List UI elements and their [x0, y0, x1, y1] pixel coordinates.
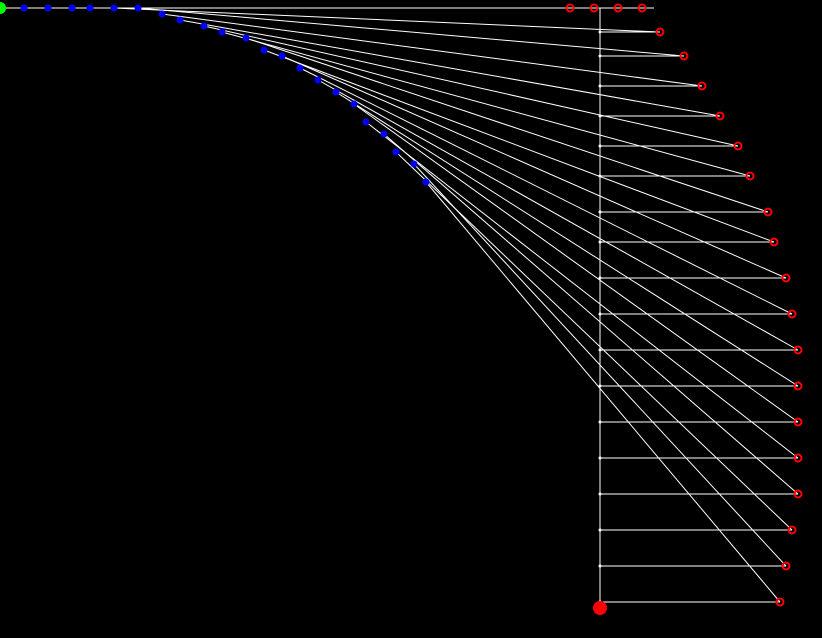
horizontal-lines — [600, 31, 798, 603]
connector-line — [263, 49, 775, 243]
blue-point — [296, 64, 304, 72]
blue-point — [278, 52, 286, 60]
red-point — [565, 3, 575, 13]
axis-tick — [598, 528, 602, 532]
connector-line — [113, 7, 661, 33]
red-point — [769, 237, 779, 247]
red-point — [733, 141, 743, 151]
axis-tick — [598, 312, 602, 316]
axis-tick — [598, 420, 602, 424]
red-point — [697, 81, 707, 91]
blue-point — [332, 88, 340, 96]
connector-line — [395, 151, 793, 531]
connector-lines — [24, 7, 799, 603]
red-point — [793, 453, 803, 463]
connector-line — [317, 79, 799, 351]
axis-tick — [598, 492, 602, 496]
red-point — [793, 489, 803, 499]
connector-line — [221, 31, 751, 177]
axis-tick — [598, 276, 602, 280]
red-points — [565, 3, 803, 607]
blue-point — [314, 76, 322, 84]
red-point — [763, 207, 773, 217]
red-point — [589, 3, 599, 13]
connector-line — [179, 19, 721, 117]
red-point — [781, 273, 791, 283]
green-point — [0, 2, 6, 14]
connector-line — [203, 25, 739, 147]
connector-line — [245, 37, 769, 213]
blue-points — [20, 4, 430, 186]
connector-line — [137, 7, 685, 57]
connector-line — [161, 13, 703, 87]
red-point — [745, 171, 755, 181]
axis-tick — [598, 564, 602, 568]
axis-tick — [598, 114, 602, 118]
red-point — [787, 309, 797, 319]
blue-point — [158, 10, 166, 18]
axis-tick — [598, 240, 602, 244]
blue-point — [20, 4, 28, 12]
blue-point — [242, 34, 250, 42]
red-point — [793, 417, 803, 427]
axis-tick — [598, 384, 602, 388]
red-point — [793, 345, 803, 355]
connector-line — [425, 181, 781, 603]
red-point — [775, 597, 785, 607]
axis-tick — [598, 456, 602, 460]
connector-line — [353, 103, 799, 423]
red-point — [787, 525, 797, 535]
axis-tick — [598, 84, 602, 88]
axis-tick — [598, 174, 602, 178]
connector-line — [365, 121, 799, 459]
blue-point — [218, 28, 226, 36]
red-point — [613, 3, 623, 13]
blue-point — [380, 130, 388, 138]
green-points — [0, 2, 6, 14]
blue-point — [176, 16, 184, 24]
connector-line — [299, 67, 793, 315]
axis-tick — [598, 348, 602, 352]
red-point — [715, 111, 725, 121]
connector-line — [383, 133, 799, 495]
blue-point — [134, 4, 142, 12]
blue-point — [68, 4, 76, 12]
red-point — [679, 51, 689, 61]
big-red-point — [593, 601, 607, 615]
blue-point — [44, 4, 52, 12]
blue-point — [86, 4, 94, 12]
blue-point — [410, 160, 418, 168]
blue-point — [350, 100, 358, 108]
blue-point — [200, 22, 208, 30]
red-point — [781, 561, 791, 571]
red-point — [637, 3, 647, 13]
blue-point — [362, 118, 370, 126]
blue-point — [260, 46, 268, 54]
connector-line — [335, 91, 799, 387]
red-point — [655, 27, 665, 37]
blue-point — [422, 178, 430, 186]
axis-tick — [598, 54, 602, 58]
red-point — [793, 381, 803, 391]
axis-tick — [598, 210, 602, 214]
connector-line — [281, 55, 787, 279]
blue-point — [110, 4, 118, 12]
blue-point — [392, 148, 400, 156]
axis-tick — [598, 144, 602, 148]
axis-tick — [598, 30, 602, 34]
